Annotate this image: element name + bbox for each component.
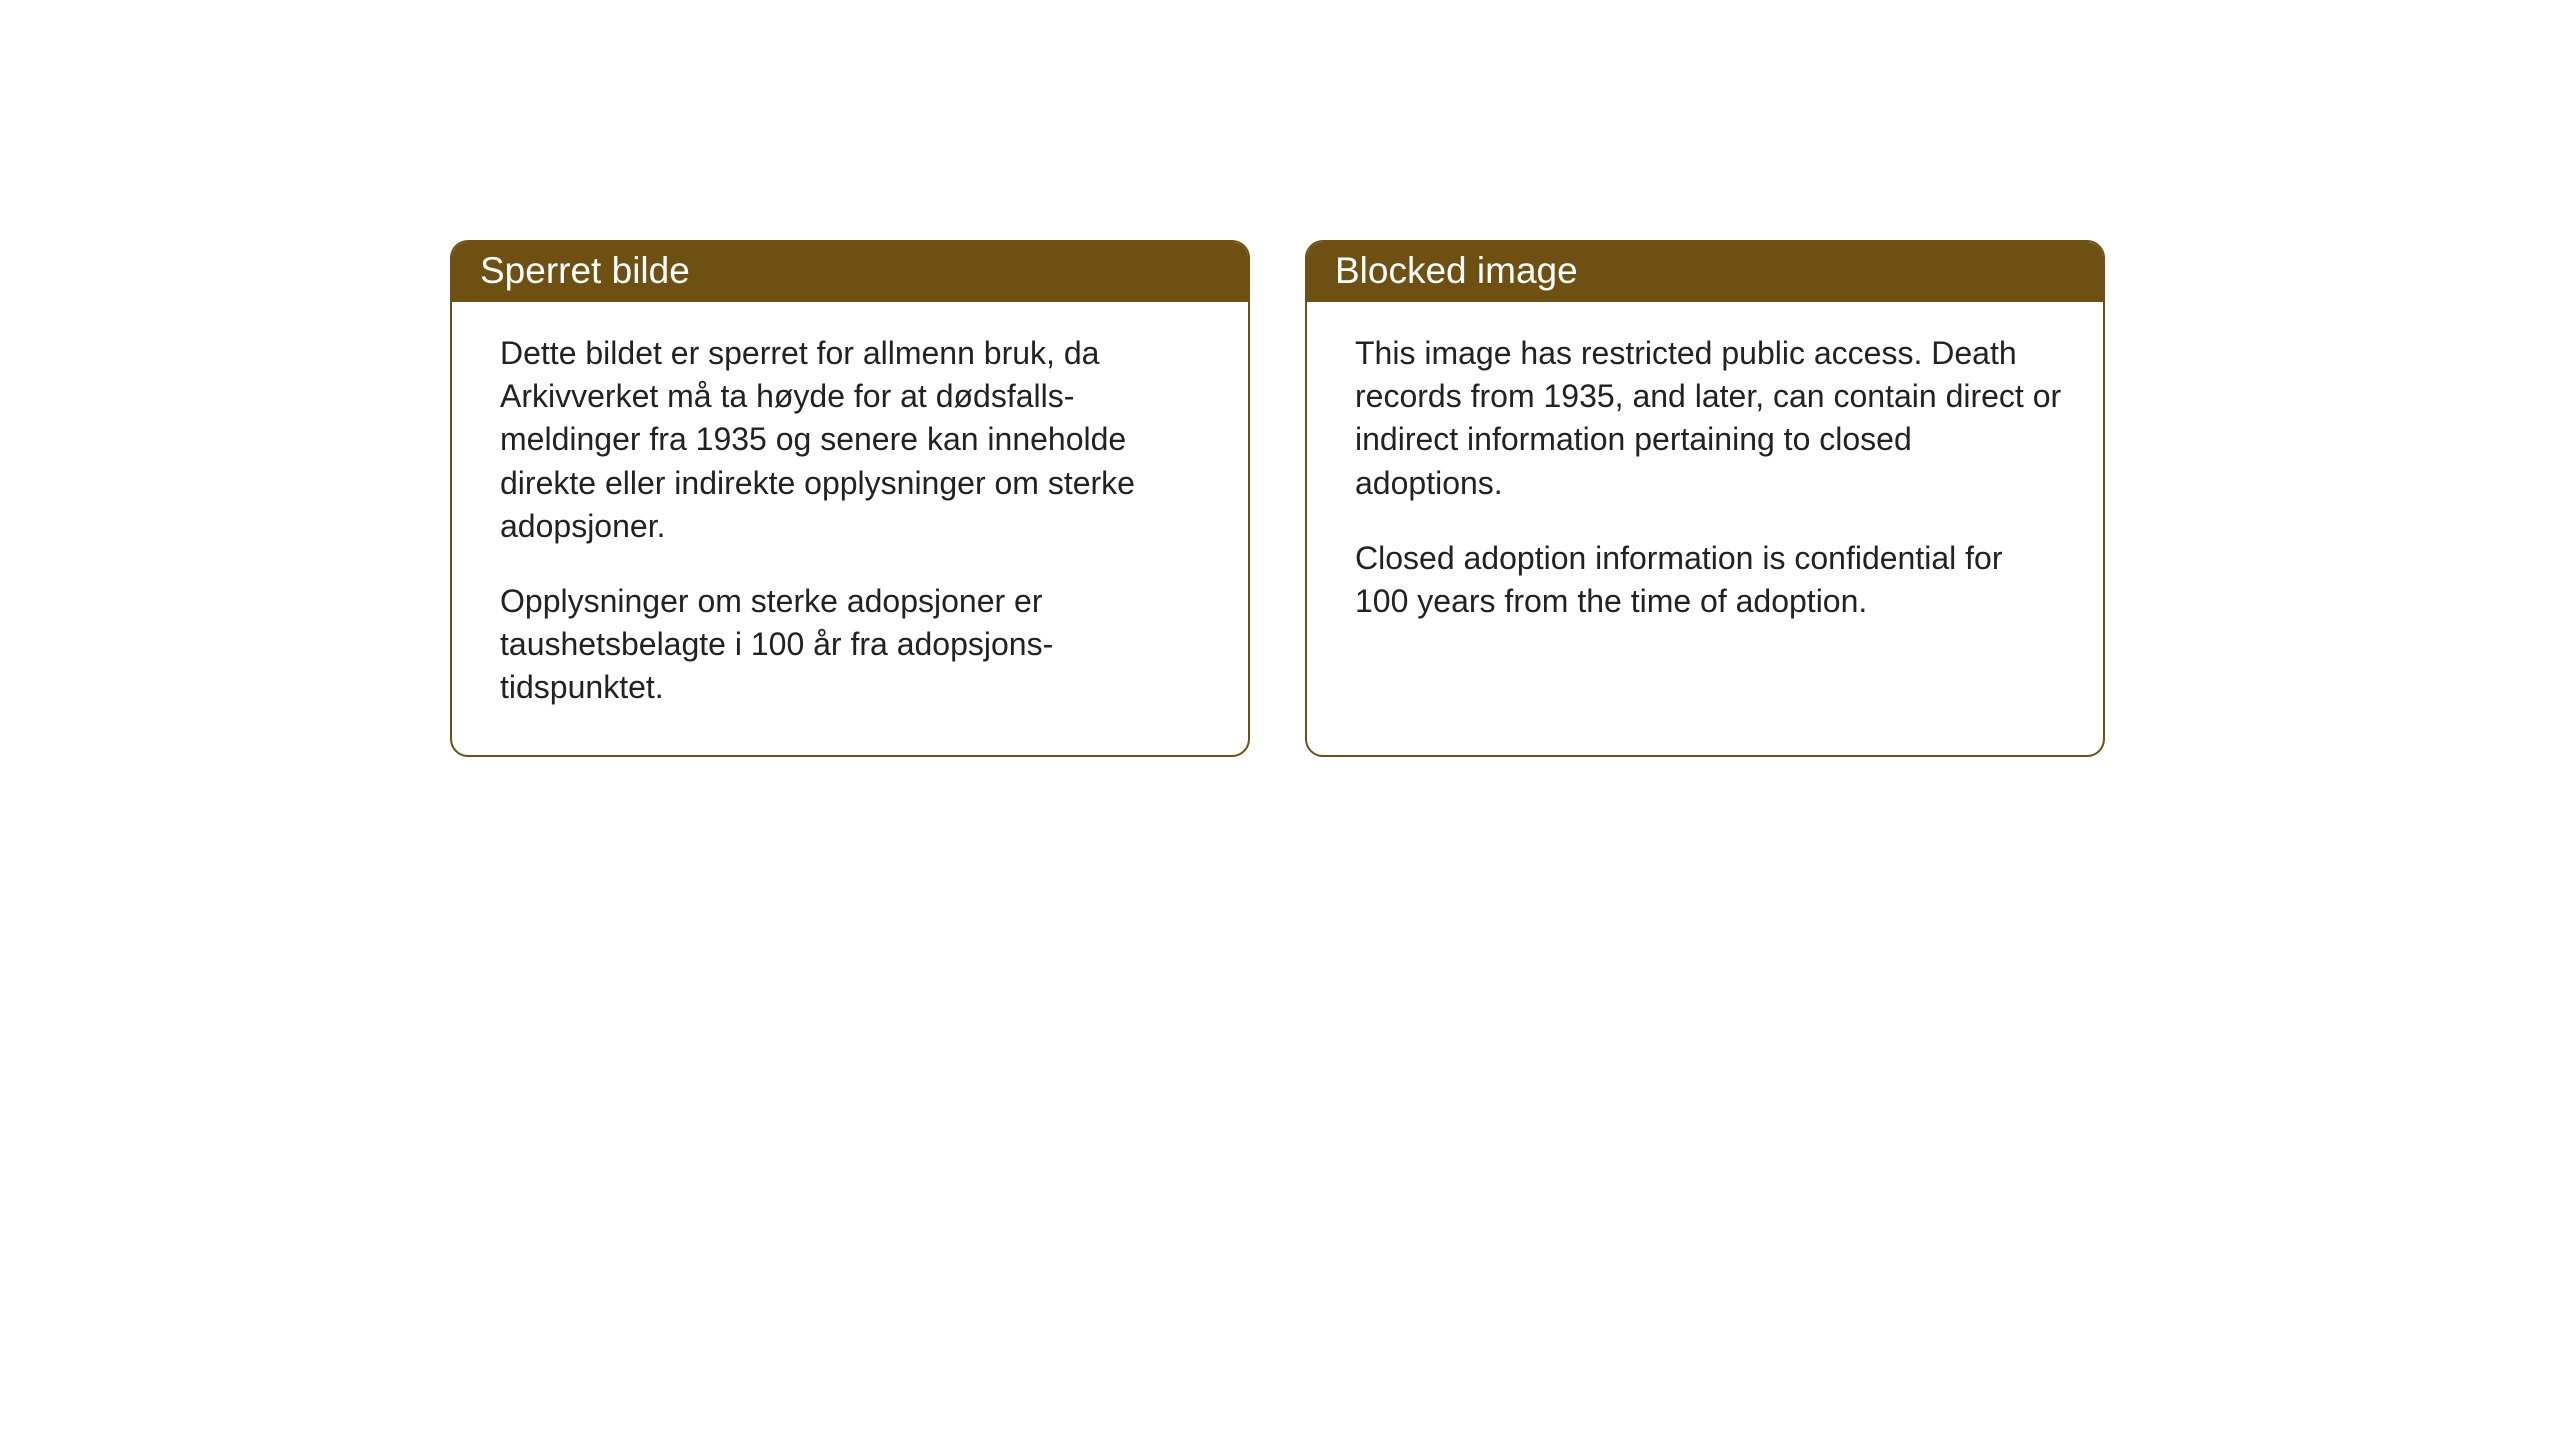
card-title: Sperret bilde [480, 250, 690, 291]
notice-card-english: Blocked image This image has restricted … [1305, 240, 2105, 757]
card-body-norwegian: Dette bildet er sperret for allmenn bruk… [452, 302, 1248, 755]
card-paragraph: Closed adoption information is confident… [1355, 537, 2063, 623]
card-header-english: Blocked image [1307, 242, 2103, 302]
notice-card-norwegian: Sperret bilde Dette bildet er sperret fo… [450, 240, 1250, 757]
card-paragraph: This image has restricted public access.… [1355, 332, 2063, 505]
card-paragraph: Opplysninger om sterke adopsjoner er tau… [500, 580, 1208, 710]
card-title: Blocked image [1335, 250, 1578, 291]
card-paragraph: Dette bildet er sperret for allmenn bruk… [500, 332, 1208, 548]
card-body-english: This image has restricted public access.… [1307, 302, 2103, 668]
card-header-norwegian: Sperret bilde [452, 242, 1248, 302]
notice-container: Sperret bilde Dette bildet er sperret fo… [450, 240, 2105, 757]
